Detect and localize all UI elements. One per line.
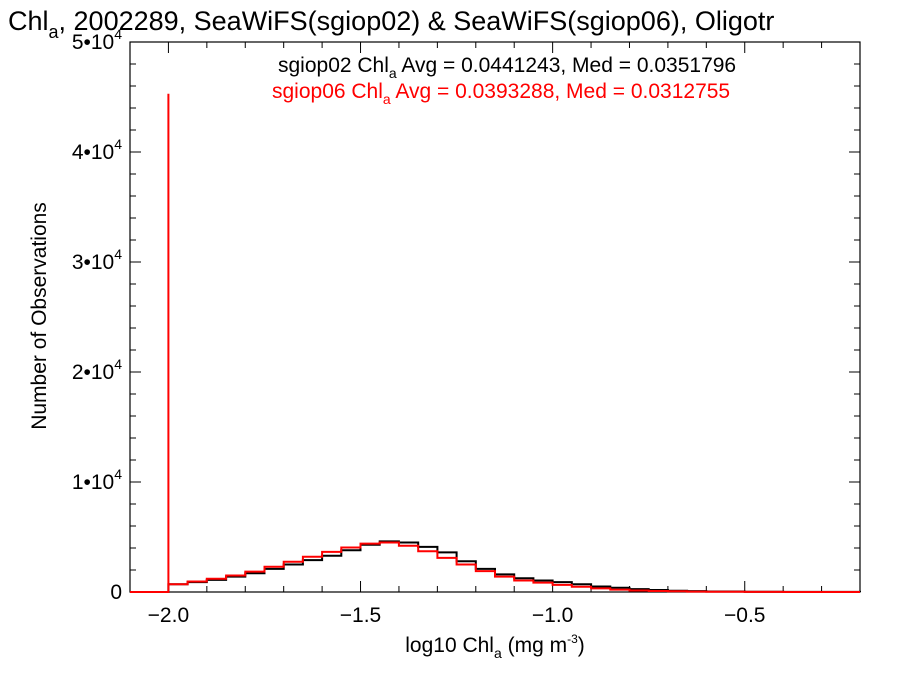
x-axis-label-superscript: -3: [567, 632, 578, 646]
plot-frame: [129, 41, 861, 593]
chart-title-subscript: a: [49, 22, 60, 42]
x-tick-label: −0.5: [724, 604, 765, 627]
x-tick-label: −2.0: [148, 604, 189, 627]
y-axis-label: Number of Observations: [28, 202, 51, 430]
sgiop02-histogram-line: [130, 540, 861, 593]
chart-title-prefix: Chl: [8, 6, 49, 36]
x-axis-label-subscript: a: [494, 645, 502, 661]
chart-title-rest: , 2002289, SeaWiFS(sgiop02) & SeaWiFS(sg…: [59, 6, 775, 36]
legend-entry-subscript: a: [383, 91, 391, 107]
legend-entry-prefix: sgiop06 Chl: [272, 80, 383, 103]
x-axis-label-mid: (mg m: [502, 634, 567, 657]
y-tick-label: 4•104: [72, 136, 122, 164]
x-axis-label-end: ): [578, 634, 585, 657]
legend-entry-sgiop02: sgiop02 Chla Avg = 0.0441243, Med = 0.03…: [278, 54, 736, 81]
y-tick-label: 2•104: [72, 356, 122, 384]
x-axis-label: log10 Chla (mg m-3): [405, 632, 585, 661]
legend-entry-prefix: sgiop02 Chl: [278, 54, 389, 77]
x-tick-label: −1.0: [532, 604, 573, 627]
y-tick-label: 0: [110, 581, 122, 604]
x-tick-label: −1.5: [340, 604, 381, 627]
y-tick-label: 5•104: [72, 26, 122, 54]
legend-entry-rest: Avg = 0.0393288, Med = 0.0312755: [391, 80, 730, 103]
y-tick-label: 1•104: [72, 466, 122, 494]
series-group: [130, 93, 861, 593]
legend-entry-subscript: a: [389, 65, 397, 81]
legend: sgiop02 Chla Avg = 0.0441243, Med = 0.03…: [272, 54, 736, 107]
legend-entry-rest: Avg = 0.0441243, Med = 0.0351796: [397, 54, 736, 77]
chart-title: Chla, 2002289, SeaWiFS(sgiop02) & SeaWiF…: [8, 6, 774, 42]
legend-entry-sgiop06: sgiop06 Chla Avg = 0.0393288, Med = 0.03…: [272, 80, 730, 107]
sgiop06-histogram-line: [130, 93, 860, 593]
y-tick-label: 3•104: [72, 246, 122, 274]
x-axis-label-prefix: log10 Chl: [405, 634, 494, 657]
axis-ticks: −2.0 −1.5 −1.0 −0.5 0 1•104 2•104 3•104 4•104 5•1…: [72, 26, 861, 627]
